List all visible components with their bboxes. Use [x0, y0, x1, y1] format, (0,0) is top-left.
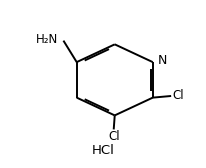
Text: HCl: HCl	[92, 144, 114, 157]
Text: Cl: Cl	[171, 90, 183, 102]
Text: H₂N: H₂N	[36, 33, 58, 46]
Text: Cl: Cl	[107, 130, 119, 143]
Text: N: N	[157, 54, 166, 67]
